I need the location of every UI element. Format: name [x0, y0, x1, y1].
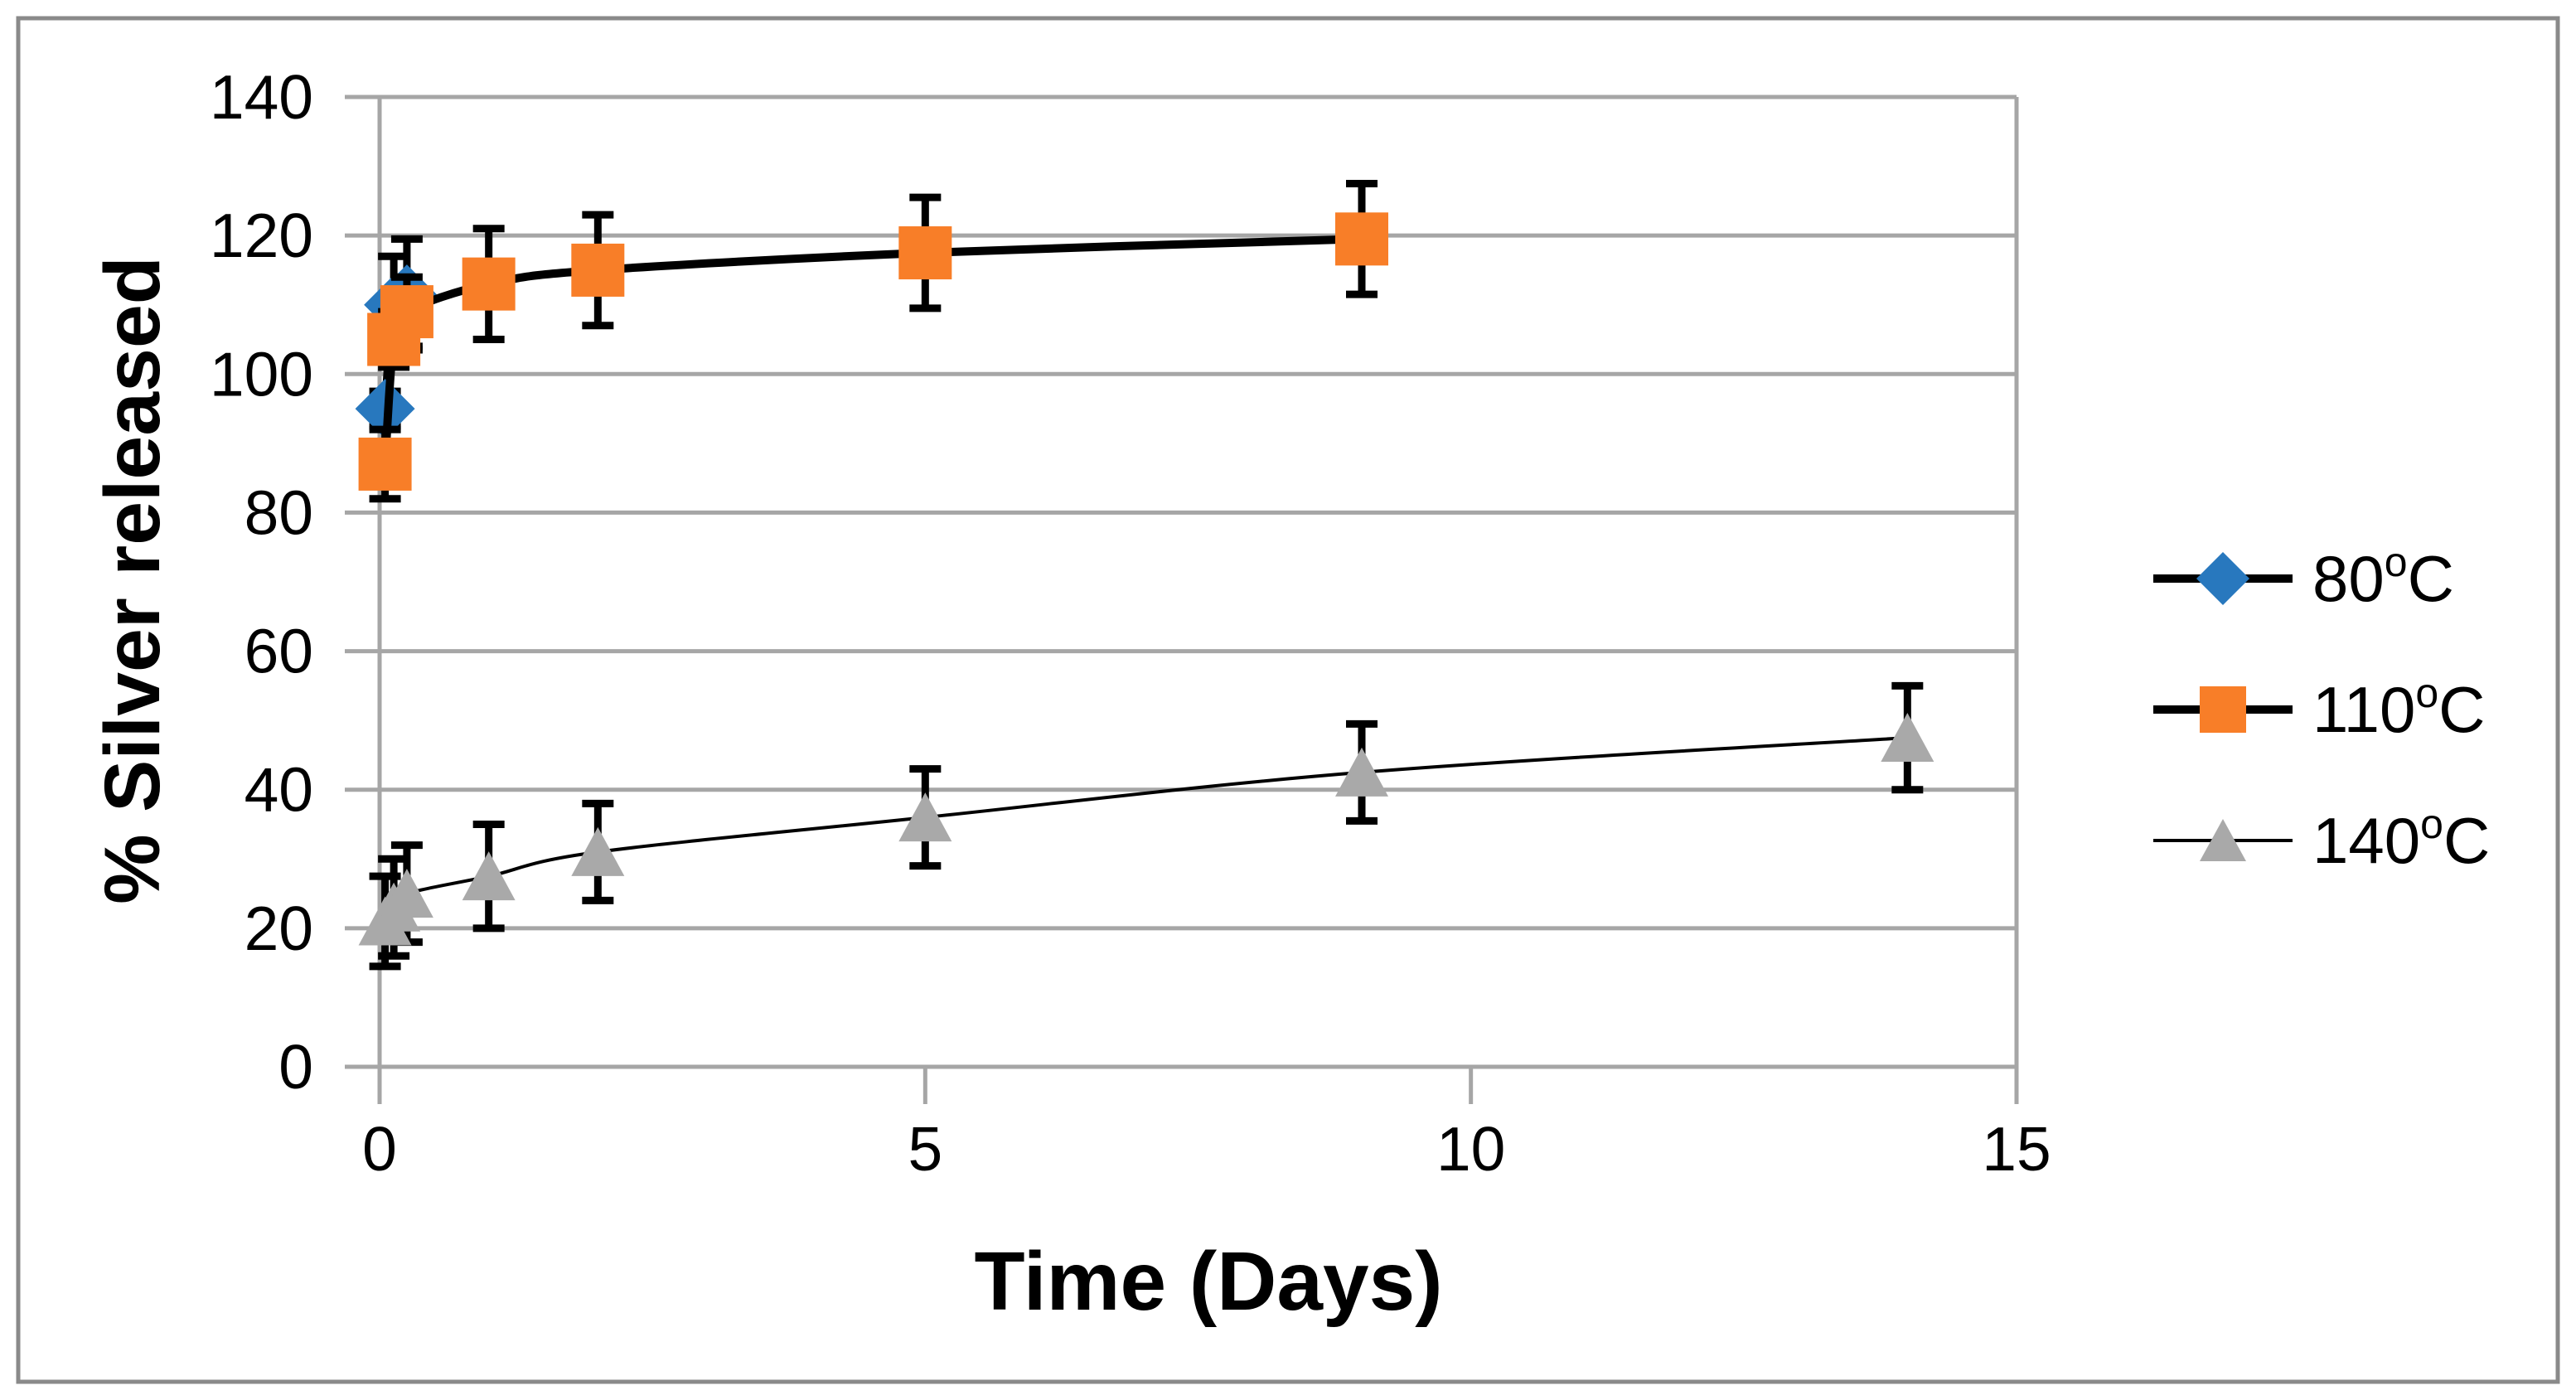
triangle-marker [2200, 819, 2246, 861]
x-tick-label: 10 [1436, 1114, 1505, 1184]
legend-item-110oC: 110oC [2153, 670, 2486, 746]
y-tick-label: 20 [245, 894, 313, 963]
square-marker [380, 285, 433, 339]
x-tick-label: 5 [908, 1114, 942, 1184]
chart-generated-content: 0 20 40 60 80 100 120 140 0 5 10 15 80oC 110oC 140oC [16, 16, 2560, 1384]
legend-label: 80oC [2312, 539, 2454, 615]
legend-label: 110oC [2312, 670, 2486, 746]
square-marker [571, 243, 625, 297]
y-tick-label: 60 [245, 617, 313, 686]
y-axis-title: % Silver released [89, 256, 177, 904]
triangle-marker [462, 851, 516, 901]
legend-item-140oC: 140oC [2153, 801, 2490, 877]
series-line-140oC [383, 736, 1908, 923]
square-marker [358, 437, 412, 491]
square-marker [1335, 212, 1388, 266]
square-marker [462, 257, 516, 311]
triangle-marker [1335, 747, 1388, 797]
triangle-marker [1881, 713, 1934, 763]
y-tick-label: 0 [278, 1032, 313, 1102]
y-tick-label: 140 [210, 62, 313, 132]
y-tick-label: 120 [210, 201, 313, 270]
series-line-110oC [380, 235, 1363, 465]
x-tick-label: 15 [1982, 1114, 2051, 1184]
series-110oC [358, 179, 1388, 503]
series-140oC [358, 681, 1934, 971]
x-tick-label: 0 [362, 1114, 397, 1184]
triangle-marker [898, 792, 952, 842]
square-marker [2200, 686, 2246, 733]
legend-item-80oC: 80oC [2153, 539, 2454, 615]
y-tick-label: 80 [245, 477, 313, 547]
y-tick-label: 40 [245, 755, 313, 825]
x-axis-title: Time (Days) [974, 1235, 1442, 1328]
figure-border [16, 16, 2560, 1384]
triangle-marker [571, 826, 625, 876]
square-marker [898, 226, 952, 280]
y-tick-label: 100 [210, 339, 313, 409]
triangle-marker [380, 869, 433, 918]
legend-label: 140oC [2312, 801, 2490, 877]
diamond-marker [2196, 552, 2249, 605]
